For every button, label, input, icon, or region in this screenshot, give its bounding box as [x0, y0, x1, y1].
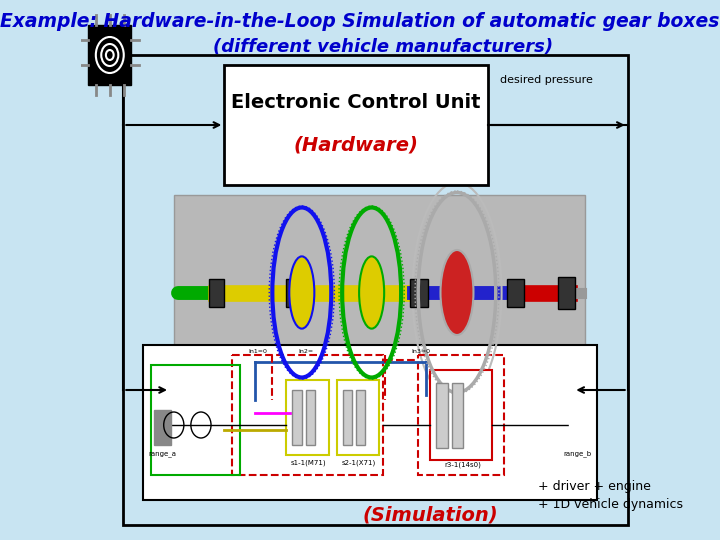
Bar — [292, 390, 302, 445]
Bar — [287, 279, 302, 307]
Bar — [410, 279, 428, 307]
Bar — [224, 65, 488, 185]
Text: (different vehicle manufacturers): (different vehicle manufacturers) — [213, 38, 554, 56]
Bar — [154, 410, 171, 445]
Bar — [89, 25, 131, 85]
Text: (Hardware): (Hardware) — [294, 136, 418, 154]
Text: (Simulation): (Simulation) — [362, 505, 498, 524]
Text: s1-1(M71): s1-1(M71) — [290, 460, 326, 467]
Bar — [143, 345, 597, 500]
Bar — [436, 383, 448, 448]
Ellipse shape — [441, 250, 474, 335]
Text: range_a: range_a — [148, 451, 176, 457]
Text: + driver + engine
+ 1D vehicle dynamics: + driver + engine + 1D vehicle dynamics — [539, 480, 683, 511]
Bar — [343, 390, 352, 445]
Text: Example: Hardware-in-the-Loop Simulation of automatic gear boxes: Example: Hardware-in-the-Loop Simulation… — [0, 12, 720, 31]
Text: s2-1(X71): s2-1(X71) — [341, 460, 376, 467]
Bar — [430, 370, 492, 460]
Text: desired pressure: desired pressure — [500, 75, 593, 85]
Bar — [306, 390, 315, 445]
Text: In2=: In2= — [298, 349, 313, 354]
Bar — [174, 195, 585, 370]
Ellipse shape — [359, 256, 384, 329]
Bar — [356, 390, 366, 445]
Bar — [150, 365, 240, 475]
Bar — [418, 355, 503, 475]
Bar — [209, 279, 224, 307]
Bar — [123, 55, 628, 525]
Bar — [232, 355, 383, 475]
Bar — [558, 276, 575, 308]
Text: In1=0: In1=0 — [248, 349, 267, 354]
Bar — [570, 410, 587, 445]
Text: r3-1(14s0): r3-1(14s0) — [445, 462, 482, 469]
Bar — [337, 380, 379, 455]
Bar — [508, 279, 524, 307]
Text: range_b: range_b — [563, 450, 591, 457]
Bar — [287, 380, 329, 455]
Bar — [451, 383, 463, 448]
Ellipse shape — [289, 256, 315, 329]
Text: In3=0: In3=0 — [411, 349, 430, 354]
Text: Electronic Control Unit: Electronic Control Unit — [231, 93, 481, 112]
